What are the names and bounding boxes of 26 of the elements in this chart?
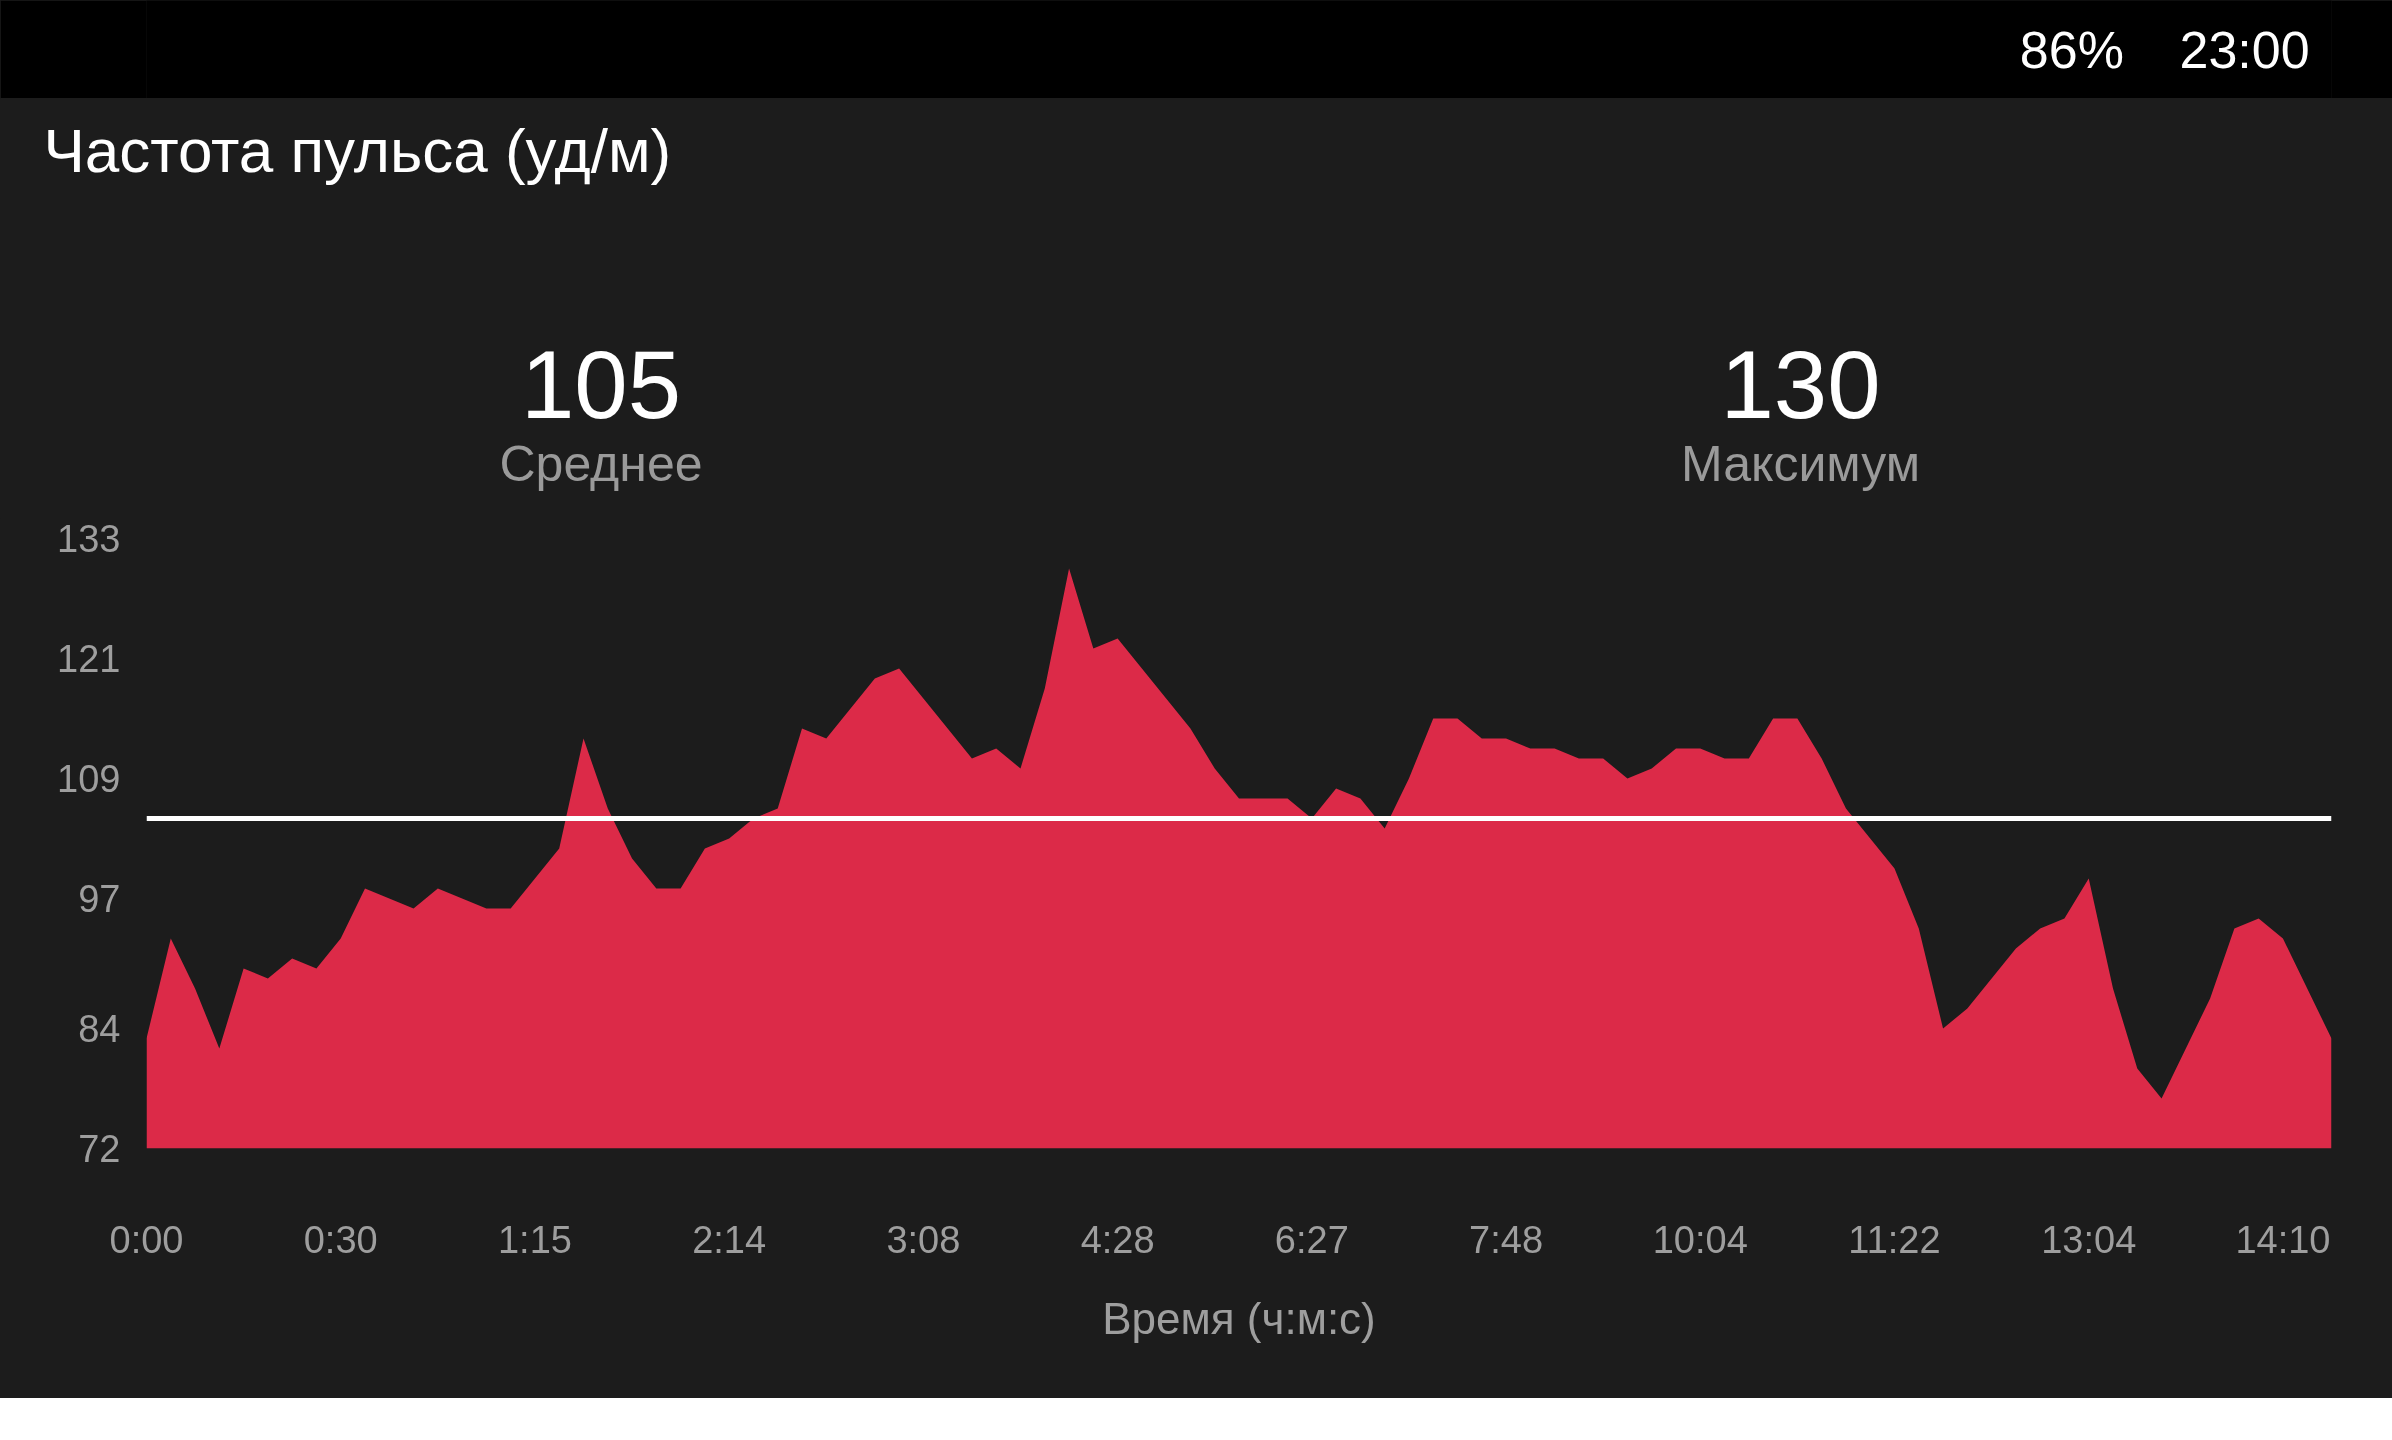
x-axis-title: Время (ч:м:с) [1102, 1293, 1376, 1343]
x-tick-label: 0:30 [303, 1218, 378, 1261]
x-tick-label: 3:08 [886, 1218, 961, 1261]
x-tick-label: 10:04 [1652, 1218, 1748, 1261]
x-tick-label: 4:28 [1080, 1218, 1155, 1261]
x-tick-label: 13:04 [2041, 1218, 2137, 1261]
text: 23:00 [2179, 20, 2310, 79]
text: 130 [1720, 331, 1881, 439]
x-tick-label: 0:00 [109, 1218, 184, 1261]
y-tick-label: 133 [57, 518, 121, 560]
y-tick-label: 109 [57, 758, 121, 800]
text: 86% [2019, 20, 2124, 79]
x-tick-label: 6:27 [1274, 1218, 1349, 1261]
x-tick-label: 1:15 [497, 1218, 572, 1261]
x-tick-label: 14:10 [2235, 1218, 2331, 1261]
text: 105 [520, 331, 682, 439]
y-tick-label: 121 [57, 638, 121, 680]
y-tick-label: 84 [78, 1008, 121, 1050]
x-tick-label: 2:14 [692, 1218, 767, 1261]
text: Среднее [499, 436, 703, 493]
chart-title: Частота пульса (уд/м) [43, 115, 672, 185]
x-tick-label: 11:22 [1848, 1218, 1941, 1261]
y-tick-label: 72 [78, 1128, 121, 1170]
text: Максимум [1680, 436, 1921, 493]
y-tick-label: 97 [78, 878, 121, 920]
x-tick-label: 7:48 [1469, 1218, 1544, 1261]
